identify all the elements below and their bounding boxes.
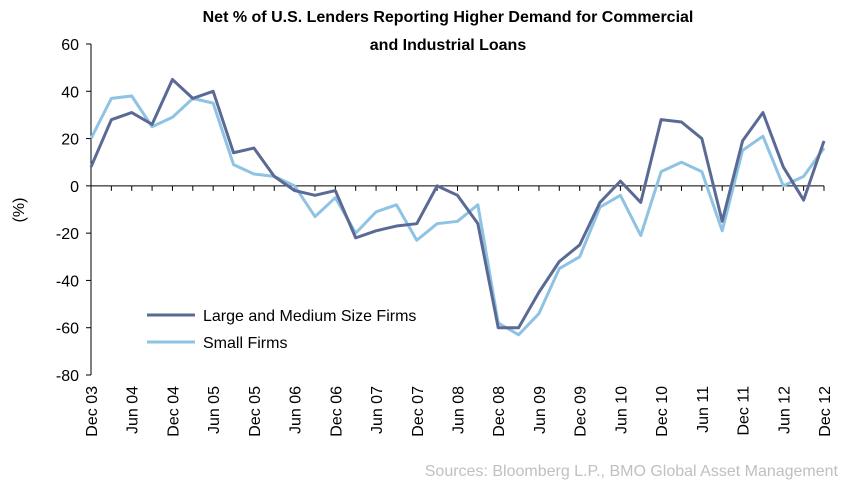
x-tick-label: Dec 11 [736,386,753,436]
series-line [89,77,826,330]
x-tick-label: Dec 06 [328,386,345,437]
y-tick-label: -80 [56,368,79,385]
x-tick-label: Jun 09 [532,386,549,434]
x-tick-label: Dec 03 [84,386,101,437]
y-tick-label: -40 [56,273,79,290]
x-tick-label: Jun 04 [125,386,142,434]
chart-title: Net % of U.S. Lenders Reporting Higher D… [203,9,694,26]
x-tick-label: Jun 10 [613,386,630,434]
legend-label: Small Firms [203,335,287,352]
series-line [89,94,826,337]
x-tick-label: Dec 08 [491,386,508,437]
x-tick-label: Dec 05 [247,386,264,437]
x-tick-label: Jun 05 [206,386,223,434]
y-tick-label: 40 [61,84,79,101]
y-tick-label: -20 [56,226,79,243]
x-tick-label: Jun 12 [776,386,793,434]
x-tick-label: Jun 11 [695,386,712,433]
y-tick-label: -60 [56,321,79,338]
x-tick-label: Dec 12 [817,386,834,437]
source: Sources: Bloomberg L.P., BMO Global Asse… [425,463,839,480]
y-tick-label: 20 [61,132,79,149]
y-tick-label: 60 [61,37,79,54]
y-tick-label: 0 [70,179,79,196]
x-tick-label: Dec 09 [573,386,590,437]
x-tick-label: Jun 07 [369,386,386,434]
x-tick-label: Dec 07 [410,386,427,437]
chart-title: and Industrial Loans [370,37,527,54]
x-tick-label: Dec 10 [654,386,671,437]
y-axis-label: (%) [11,198,28,223]
x-tick-label: Jun 08 [451,386,468,434]
x-tick-label: Dec 04 [165,386,182,437]
legend-label: Large and Medium Size Firms [203,308,416,325]
x-tick-label: Jun 06 [288,386,305,434]
